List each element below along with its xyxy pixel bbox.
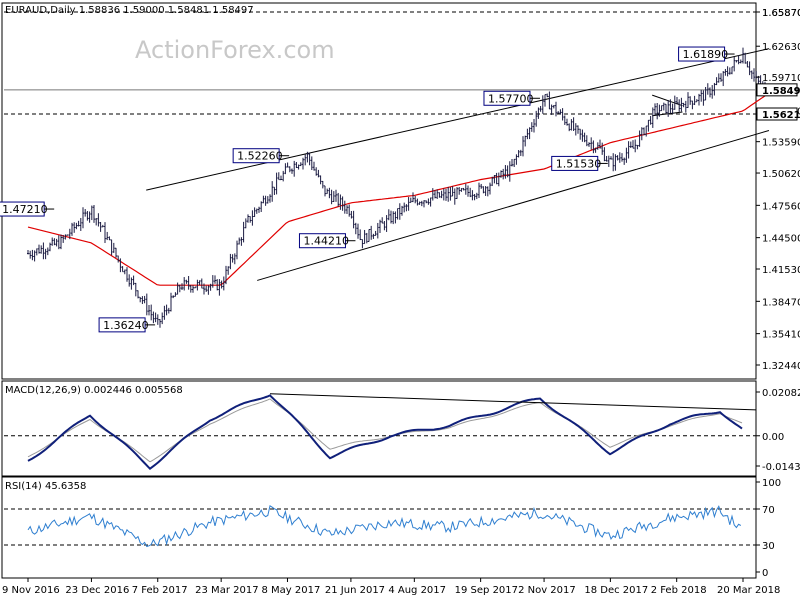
- price-label-text: 1.44210: [303, 235, 349, 248]
- price-label-text: 1.57700: [488, 92, 533, 105]
- price-label-text: 1.61890: [683, 48, 729, 61]
- annotation-group: 1.47210 1.36240 1.52260 1.44210 1.57700 1.515…: [0, 46, 735, 333]
- rsi-panel-frame: [1, 476, 757, 579]
- macd-line: [27, 394, 743, 471]
- grid-group: [4, 11, 756, 115]
- price-axis-label: 1.50620: [762, 169, 800, 180]
- price-label-text: 1.36240: [103, 319, 149, 332]
- price-axis-label: 1.62630: [762, 42, 800, 53]
- price-axis-label: 1.38470: [762, 297, 800, 308]
- date-axis-label: 23 Mar 2017: [195, 585, 258, 596]
- price-axis-label: 1.32440: [762, 361, 800, 372]
- date-axis-label: 2 Feb 2018: [651, 585, 707, 596]
- date-axis-label: 18 Dec 2017: [584, 585, 648, 596]
- macd-signal-line: [27, 398, 743, 463]
- rsi-axis-label: 70: [762, 505, 775, 516]
- date-axis-label: 19 Sep 2017: [455, 585, 518, 596]
- price-axis-label: 1.41530: [762, 265, 800, 276]
- macd-group: 0.020827 0.00 -0.014386: [4, 388, 800, 473]
- rsi-group: 100 70 30 0: [4, 478, 781, 579]
- price-axis-label: 1.44500: [762, 234, 800, 245]
- watermark: ActionForex.com: [135, 36, 335, 64]
- date-axis-label: 4 Aug 2017: [388, 585, 446, 596]
- price-axis-label: 1.59710: [762, 73, 800, 84]
- date-axis-label: 9 Nov 2016: [2, 585, 60, 596]
- date-axis-label: 20 Mar 2018: [717, 585, 780, 596]
- price-axis-group: 1.658701.626301.597101.565501.535901.506…: [756, 8, 800, 372]
- channel-lower-line: [257, 129, 770, 281]
- macd-axis-label: 0.00: [762, 432, 784, 443]
- channel-upper-line: [146, 48, 770, 191]
- price-label-text: 1.47210: [2, 203, 48, 216]
- price-level-label: 1.65870: [762, 8, 800, 19]
- date-axis-label: 7 Feb 2017: [132, 585, 188, 596]
- date-axis-label: 21 Jun 2017: [325, 585, 385, 596]
- rsi-header: RSI(14) 45.6358: [5, 481, 86, 492]
- price-axis-label: 1.35410: [762, 330, 800, 341]
- price-header: EURAUD,Daily 1.58836 1.59000 1.58481 1.5…: [5, 5, 254, 16]
- price-level-label: 1.58497: [762, 86, 800, 97]
- rsi-axis-label: 30: [762, 541, 775, 552]
- macd-header: MACD(12,26,9) 0.002446 0.005568: [5, 385, 183, 396]
- price-label-text: 1.51530: [556, 157, 602, 170]
- price-axis-label: 1.47560: [762, 201, 800, 212]
- rsi-axis-label: 0: [762, 568, 768, 579]
- rsi-line: [27, 504, 742, 548]
- moving-average-line: [27, 94, 767, 286]
- price-label-text: 1.52260: [237, 150, 283, 163]
- macd-panel-frame: [1, 380, 757, 477]
- price-label-box: [483, 90, 531, 106]
- date-axis-label: 23 Dec 2016: [65, 585, 129, 596]
- date-axis-label: 8 May 2017: [261, 585, 320, 596]
- macd-axis-label: -0.014386: [762, 462, 800, 473]
- moving-average-group: [27, 94, 767, 286]
- macd-divergence-line: [269, 393, 757, 411]
- price-panel-frame: [1, 2, 757, 380]
- price-axis-label: 1.65870: [762, 8, 800, 19]
- price-axis-label: 1.53590: [762, 138, 800, 149]
- date-axis-label: 2 Nov 2017: [518, 585, 576, 596]
- date-axis-group: 9 Nov 2016 23 Dec 2016 7 Feb 2017 23 Mar 20…: [2, 578, 780, 596]
- price-level-box: [756, 83, 798, 97]
- rsi-axis-label: 100: [762, 478, 781, 489]
- price-bars-group: [27, 47, 766, 328]
- macd-axis-label: 0.020827: [762, 388, 800, 399]
- price-level-box: [756, 107, 798, 121]
